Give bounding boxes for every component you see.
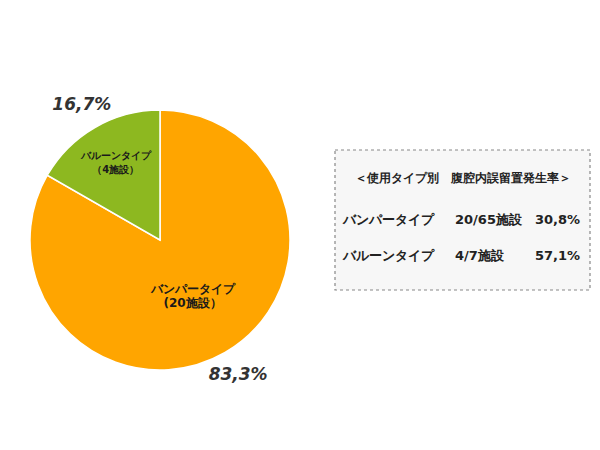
annotation-cell: バルーンタイプ xyxy=(342,248,435,263)
pie-slice xyxy=(47,110,160,240)
text-line: バルーンタイプ xyxy=(80,150,152,161)
text-line: (20施設） xyxy=(163,296,221,310)
pie-slice xyxy=(30,110,290,370)
chart: バンパータイプ(20施設）バルーンタイプ（4施設）83,3%16,7%＜使用タイ… xyxy=(0,0,600,450)
slice-label: バルーンタイプ （4施設） xyxy=(80,150,152,175)
annotation-cell: 57,1% xyxy=(535,248,580,263)
annotation-cell: 4/7施設 xyxy=(455,248,505,263)
value-label: 83,3% xyxy=(209,364,268,384)
text-line: バンパータイプ xyxy=(150,282,236,296)
annotation-cell: 20/65施設 xyxy=(455,212,523,227)
pie xyxy=(30,110,290,370)
slice-label: バンパータイプ(20施設） xyxy=(150,282,236,310)
value-label: 16,7% xyxy=(52,94,111,114)
annotation-box xyxy=(335,150,590,290)
annotation-title: ＜使用タイプ別 腹腔内誤留置発生率＞ xyxy=(355,171,571,185)
annotation-cell: 30,8% xyxy=(535,212,580,227)
text-line: （4施設） xyxy=(92,164,139,175)
annotation-cell: バンパータイプ xyxy=(342,212,435,227)
